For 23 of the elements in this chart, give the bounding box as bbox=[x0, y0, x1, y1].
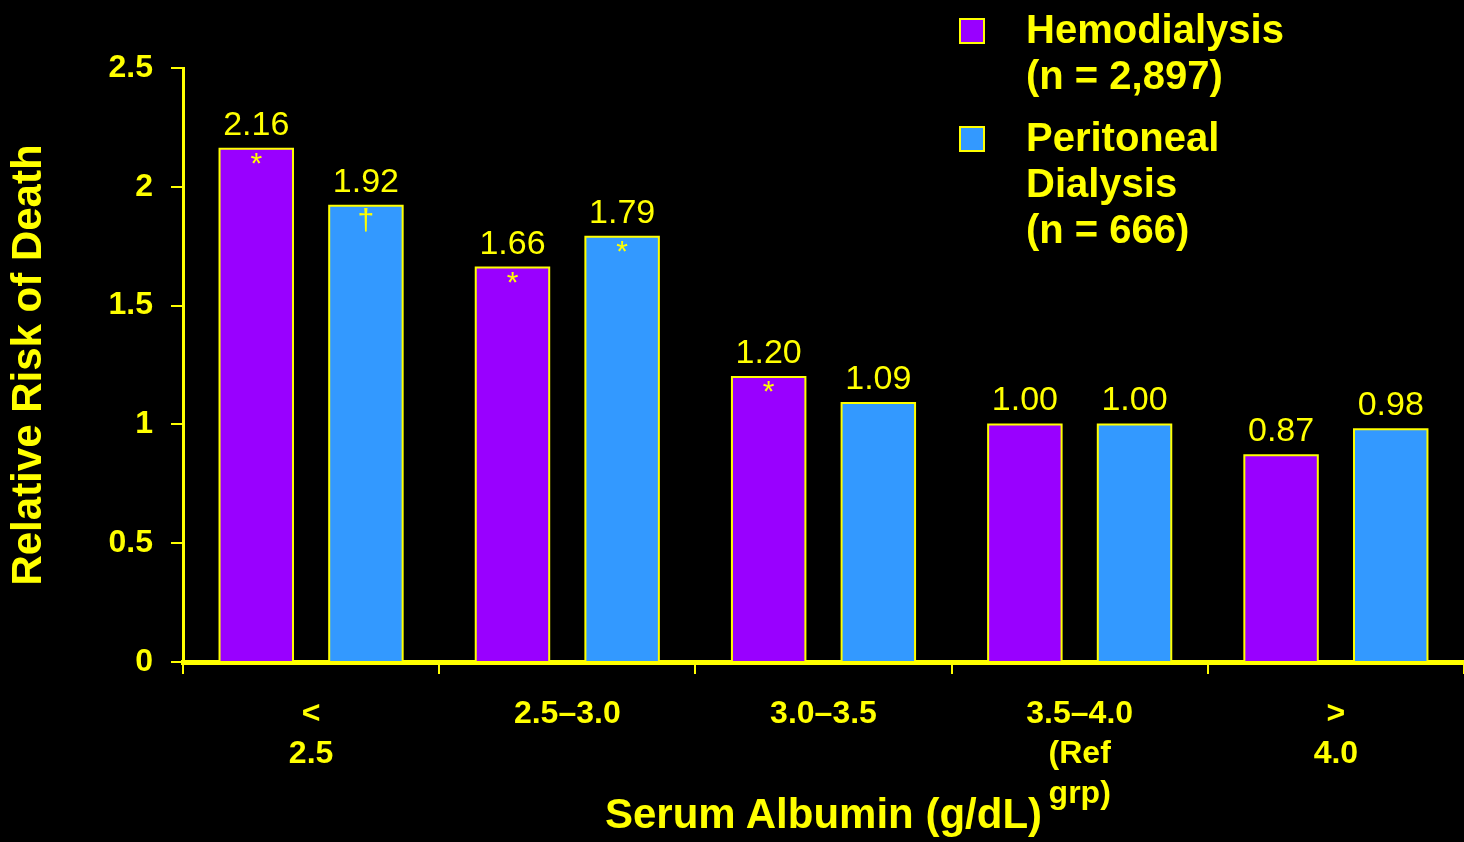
data-label: 2.16 * bbox=[223, 103, 290, 180]
y-axis-title: Relative Risk of Death bbox=[2, 144, 50, 586]
x-tick-label: < 2.5 bbox=[287, 693, 335, 772]
legend-label: Hemodialysis (n = 2,897) bbox=[1026, 6, 1285, 98]
data-label: 1.79 * bbox=[589, 191, 656, 267]
x-tick-label: 3.0–3.5 bbox=[769, 693, 878, 732]
legend-label: Peritoneal Dialysis (n = 666) bbox=[1026, 114, 1221, 252]
data-label: 1.00 bbox=[1101, 379, 1168, 418]
data-label: 0.87 bbox=[1247, 410, 1315, 449]
data-label: 1.20 * bbox=[735, 331, 802, 408]
data-label: 1.09 bbox=[845, 358, 912, 397]
y-tick-label: 0 bbox=[135, 641, 153, 678]
data-label: 1.00 bbox=[991, 379, 1058, 418]
data-label: 1.92 † bbox=[332, 160, 400, 237]
y-tick-label: 0.5 bbox=[108, 523, 153, 560]
data-label: 1.66 * bbox=[479, 222, 546, 298]
y-tick-label: 1 bbox=[135, 404, 153, 441]
data-label: 0.98 bbox=[1357, 384, 1424, 423]
y-tick-label: 2 bbox=[135, 166, 153, 203]
x-tick-label: > 4.0 bbox=[1312, 693, 1360, 772]
y-tick-label: 1.5 bbox=[108, 285, 153, 322]
y-tick-label: 2.5 bbox=[108, 47, 153, 84]
x-tick-label: 2.5–3.0 bbox=[512, 693, 622, 732]
